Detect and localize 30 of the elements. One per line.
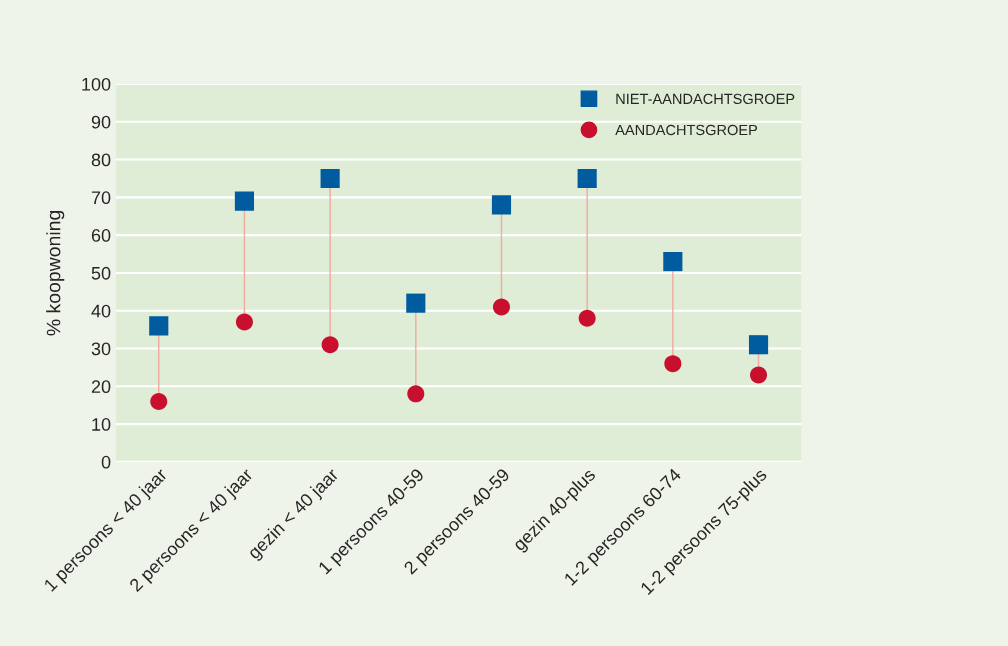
y-tick-label: 100	[82, 77, 111, 91]
y-tick-label: 40	[91, 304, 111, 318]
point	[578, 309, 596, 327]
point	[150, 392, 168, 410]
y-tick-label: 60	[91, 229, 111, 242]
legend-label: AANDACHTSGROEP	[615, 124, 758, 136]
point	[492, 298, 510, 316]
y-tick-label: 90	[91, 115, 111, 129]
point	[407, 385, 425, 403]
point	[406, 293, 426, 313]
point	[748, 335, 769, 355]
y-tick-label: 80	[91, 153, 111, 167]
y-tick-label: 70	[91, 191, 111, 205]
point	[149, 316, 169, 336]
point	[235, 313, 253, 331]
point	[321, 336, 339, 354]
point	[320, 168, 340, 189]
y-axis-title: % koopwoning	[46, 210, 65, 336]
y-tick-label: 10	[92, 418, 111, 431]
point	[663, 252, 683, 272]
y-tick-label: 20	[91, 380, 111, 394]
point	[234, 191, 255, 211]
y-tick-label: 50	[91, 266, 111, 280]
point	[664, 355, 682, 373]
y-tick-label: 0	[101, 455, 111, 469]
legend-label: NIET-AANDACHTSGROEP	[616, 93, 795, 105]
point	[577, 168, 597, 189]
point	[491, 195, 512, 215]
y-tick-label: 30	[91, 342, 111, 356]
point	[750, 366, 768, 384]
